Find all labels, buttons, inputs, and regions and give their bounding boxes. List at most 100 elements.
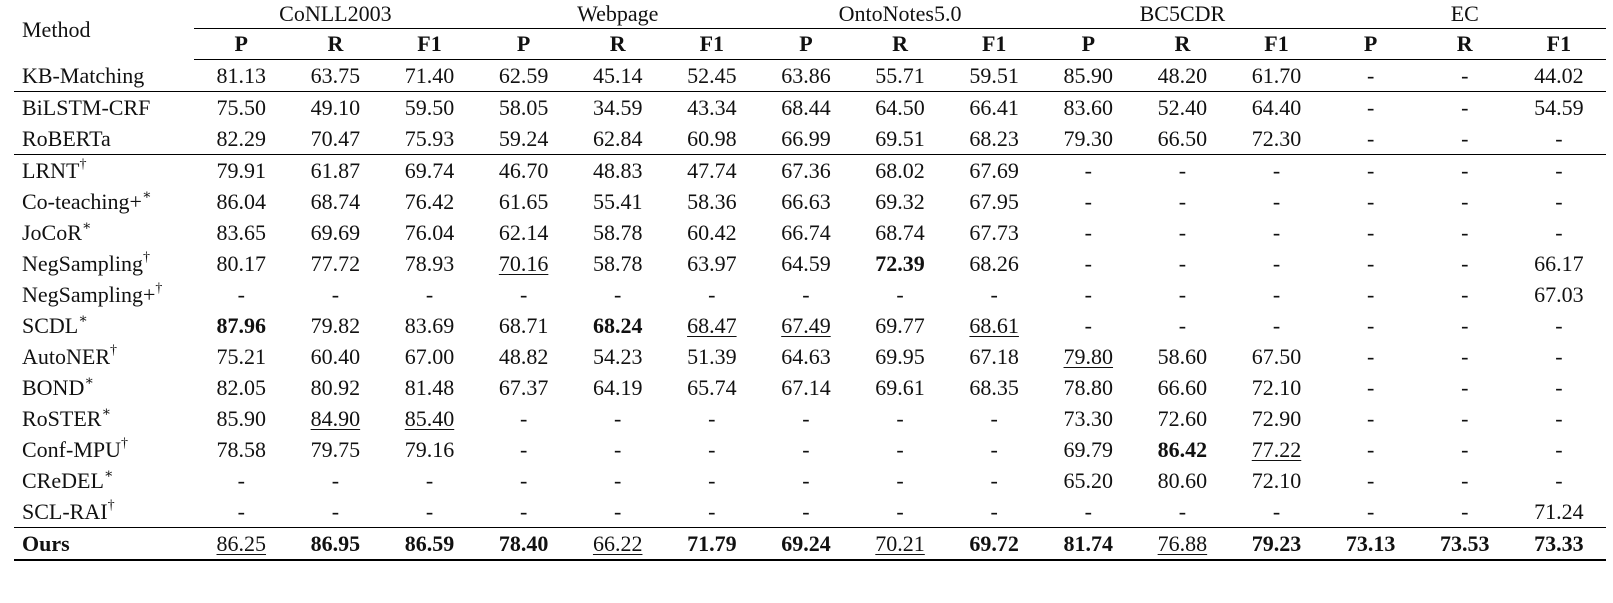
table-cell: 77.72 bbox=[288, 248, 382, 279]
table-cell: - bbox=[1135, 310, 1229, 341]
method-label: NegSampling+ bbox=[22, 282, 156, 307]
cell-value: - bbox=[614, 468, 622, 493]
cell-value: 72.10 bbox=[1251, 375, 1302, 400]
cell-value: 67.18 bbox=[969, 344, 1019, 369]
table-cell: - bbox=[571, 434, 665, 465]
table-cell: 62.14 bbox=[477, 217, 571, 248]
table-cell: - bbox=[1324, 217, 1418, 248]
table-cell: 59.51 bbox=[947, 60, 1041, 92]
cell-value: 86.04 bbox=[216, 189, 267, 214]
table-cell: 82.05 bbox=[194, 372, 288, 403]
cell-value: - bbox=[1366, 406, 1375, 431]
cell-value: 66.17 bbox=[1534, 251, 1584, 276]
table-cell: 79.16 bbox=[382, 434, 476, 465]
table-cell: 60.40 bbox=[288, 341, 382, 372]
table-cell: 71.40 bbox=[382, 60, 476, 92]
cell-value: - bbox=[896, 499, 904, 524]
table-row: KB-Matching 81.13 63.75 71.40 62.59 45.14 52.4… bbox=[14, 60, 1606, 92]
cell-value: 55.41 bbox=[592, 189, 643, 214]
table-cell: 68.47 bbox=[665, 310, 759, 341]
table-cell: 66.50 bbox=[1135, 123, 1229, 155]
table-cell: 77.22 bbox=[1229, 434, 1323, 465]
method-label: SCL-RAI bbox=[22, 499, 108, 524]
table-cell: 72.10 bbox=[1229, 465, 1323, 496]
table-cell: 43.34 bbox=[664, 91, 759, 123]
table-cell: 83.69 bbox=[382, 310, 476, 341]
table-cell: 76.04 bbox=[382, 217, 476, 248]
cell-value: - bbox=[802, 282, 810, 307]
table-cell: - bbox=[194, 465, 288, 496]
table-cell: - bbox=[1512, 310, 1606, 341]
table-cell: 70.47 bbox=[288, 123, 382, 155]
cell-value: - bbox=[1084, 313, 1092, 338]
table-cell: 69.69 bbox=[288, 217, 382, 248]
cell-value: - bbox=[802, 499, 810, 524]
table-cell: 67.00 bbox=[382, 341, 476, 372]
cell-value: - bbox=[237, 499, 245, 524]
cell-value: 67.36 bbox=[781, 158, 831, 183]
results-table: Method CoNLL2003 Webpage OntoNotes5.0 BC… bbox=[14, 0, 1606, 561]
cell-value: - bbox=[708, 499, 716, 524]
cell-value: 58.60 bbox=[1157, 344, 1208, 369]
table-cell: 60.98 bbox=[665, 123, 759, 155]
table-cell: 68.02 bbox=[853, 154, 948, 186]
cell-value: - bbox=[1272, 313, 1281, 338]
method-marker: ∗ bbox=[78, 311, 88, 327]
cell-value: 58.36 bbox=[687, 189, 737, 214]
table-cell: - bbox=[1135, 154, 1230, 186]
table-cell: 55.71 bbox=[853, 60, 947, 92]
table-cell: - bbox=[1512, 217, 1606, 248]
table-cell: 67.37 bbox=[477, 372, 571, 403]
cell-value: 64.59 bbox=[781, 251, 831, 276]
cell-value: - bbox=[1178, 282, 1187, 307]
cell-value: 67.50 bbox=[1251, 344, 1302, 369]
table-cell: 58.05 bbox=[476, 91, 571, 123]
cell-value: - bbox=[802, 468, 810, 493]
cell-value: 78.40 bbox=[498, 531, 549, 556]
cell-value: - bbox=[1366, 126, 1375, 151]
cell-value: - bbox=[237, 282, 245, 307]
cell-value: 85.90 bbox=[216, 406, 267, 431]
table-cell: 76.88 bbox=[1135, 527, 1230, 561]
cell-value: 48.20 bbox=[1157, 63, 1208, 88]
table-cell: 58.78 bbox=[571, 217, 665, 248]
cell-value: - bbox=[1366, 437, 1375, 462]
table-cell: - bbox=[571, 279, 665, 310]
table-cell: - bbox=[1041, 310, 1135, 341]
table-cell: 79.82 bbox=[288, 310, 382, 341]
cell-value: - bbox=[1084, 158, 1092, 183]
table-cell: 86.25 bbox=[194, 527, 289, 561]
cell-value: 71.79 bbox=[687, 531, 737, 556]
cell-value: - bbox=[1178, 220, 1187, 245]
table-cell: 69.79 bbox=[1041, 434, 1135, 465]
table-cell: 85.90 bbox=[1041, 60, 1135, 92]
table-row: RoSTER∗ 85.90 84.90 85.40 - - - - - - 73.30 72.60 72… bbox=[14, 403, 1606, 434]
cell-value: - bbox=[1461, 282, 1469, 307]
table-cell: - bbox=[382, 279, 476, 310]
table-cell: 80.92 bbox=[288, 372, 382, 403]
table-cell: - bbox=[947, 403, 1041, 434]
cell-value: 76.04 bbox=[404, 220, 455, 245]
table-cell: 68.61 bbox=[947, 310, 1041, 341]
table-cell: 86.04 bbox=[194, 186, 288, 217]
table-cell: 69.77 bbox=[853, 310, 947, 341]
cell-value: - bbox=[614, 406, 622, 431]
metric-header: F1 bbox=[1511, 28, 1606, 60]
table-cell: 69.24 bbox=[758, 527, 853, 561]
cell-value: - bbox=[1272, 189, 1281, 214]
method-marker: † bbox=[107, 497, 115, 513]
table-cell: - bbox=[665, 279, 759, 310]
method-marker: ∗ bbox=[84, 373, 94, 389]
table-cell: 87.96 bbox=[194, 310, 288, 341]
table-cell: 67.03 bbox=[1512, 279, 1606, 310]
cell-value: - bbox=[614, 499, 622, 524]
table-cell: 83.60 bbox=[1041, 91, 1136, 123]
cell-value: 67.00 bbox=[404, 344, 455, 369]
table-cell: 67.14 bbox=[759, 372, 853, 403]
cell-value: 69.95 bbox=[875, 344, 925, 369]
cell-value: - bbox=[1366, 282, 1375, 307]
cell-value: 47.74 bbox=[687, 158, 737, 183]
cell-value: 69.77 bbox=[875, 313, 925, 338]
table-cell: 67.69 bbox=[947, 154, 1042, 186]
cell-value: - bbox=[1461, 189, 1469, 214]
